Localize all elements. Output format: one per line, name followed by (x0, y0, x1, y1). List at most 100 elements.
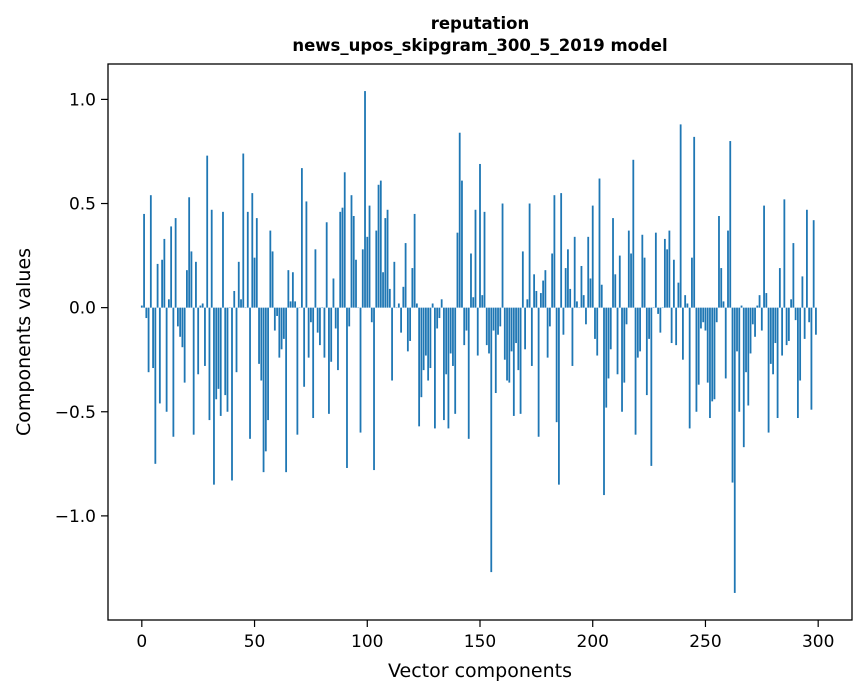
bar (646, 308, 648, 395)
bar (707, 308, 709, 383)
bar (463, 308, 465, 345)
bar (804, 308, 806, 339)
bar (152, 308, 154, 368)
bar (249, 308, 251, 439)
bar (608, 308, 610, 379)
bar (542, 281, 544, 308)
bar (409, 308, 411, 341)
bar (581, 266, 583, 308)
bar (393, 262, 395, 308)
bar (445, 308, 447, 375)
y-tick-label: −1.0 (55, 507, 96, 527)
bar (238, 262, 240, 308)
bar (430, 308, 432, 368)
bar (558, 308, 560, 485)
bar (567, 249, 569, 307)
x-tick-label: 200 (577, 632, 609, 652)
bar (186, 270, 188, 307)
bar (596, 308, 598, 356)
bar (678, 283, 680, 308)
bar (382, 272, 384, 307)
bar (650, 308, 652, 466)
y-tick-label: −0.5 (55, 403, 96, 423)
bar (416, 303, 418, 307)
bar (556, 308, 558, 423)
bar (657, 308, 659, 314)
bar (533, 274, 535, 307)
x-tick-label: 300 (802, 632, 834, 652)
bar (432, 303, 434, 307)
bar (585, 308, 587, 325)
bar (459, 133, 461, 308)
bar (727, 231, 729, 308)
bar (224, 308, 226, 395)
bar (614, 274, 616, 307)
bar (296, 308, 298, 435)
bar (477, 308, 479, 356)
bar (427, 308, 429, 381)
bar (714, 308, 716, 400)
bar (236, 308, 238, 373)
bar (355, 260, 357, 308)
bar (772, 308, 774, 375)
bar (520, 308, 522, 414)
bar (457, 233, 459, 308)
bar (752, 308, 754, 325)
bar (696, 308, 698, 412)
bar (193, 308, 195, 435)
bar (220, 308, 222, 416)
bar (684, 295, 686, 307)
bar (170, 226, 172, 307)
bar (378, 185, 380, 308)
bar (405, 243, 407, 308)
bar (362, 249, 364, 307)
bar (407, 308, 409, 352)
bar (779, 268, 781, 308)
bar (617, 308, 619, 375)
bar (490, 308, 492, 572)
bar (247, 212, 249, 308)
bar (191, 251, 193, 307)
bar (285, 308, 287, 473)
bar (768, 308, 770, 433)
bar (720, 268, 722, 308)
bar (145, 308, 147, 318)
x-tick-label: 0 (136, 632, 147, 652)
bar (218, 308, 220, 389)
bar (702, 308, 704, 323)
bar (603, 308, 605, 495)
y-tick-label: 1.0 (69, 90, 96, 110)
bar (526, 299, 528, 307)
bar (729, 141, 731, 308)
bar (206, 156, 208, 308)
bar (601, 285, 603, 308)
bar (141, 306, 143, 308)
bar (182, 308, 184, 348)
bar (671, 308, 673, 343)
bar (168, 299, 170, 307)
bar (648, 308, 650, 339)
bar (605, 308, 607, 408)
bar (635, 308, 637, 435)
bar (209, 308, 211, 420)
bar (342, 208, 344, 308)
bar (200, 306, 202, 308)
bar (195, 262, 197, 308)
bar (319, 308, 321, 345)
bar (497, 308, 499, 335)
bar (163, 239, 165, 308)
bar (486, 308, 488, 345)
x-axis-label: Vector components (388, 660, 572, 682)
bar (594, 308, 596, 339)
bar (434, 308, 436, 429)
bar (750, 308, 752, 354)
bar (387, 210, 389, 308)
bar (493, 308, 495, 331)
bar (549, 308, 551, 327)
bar (231, 308, 233, 481)
bar (204, 308, 206, 366)
bar (716, 308, 718, 323)
bar (637, 308, 639, 358)
bar (666, 249, 668, 307)
